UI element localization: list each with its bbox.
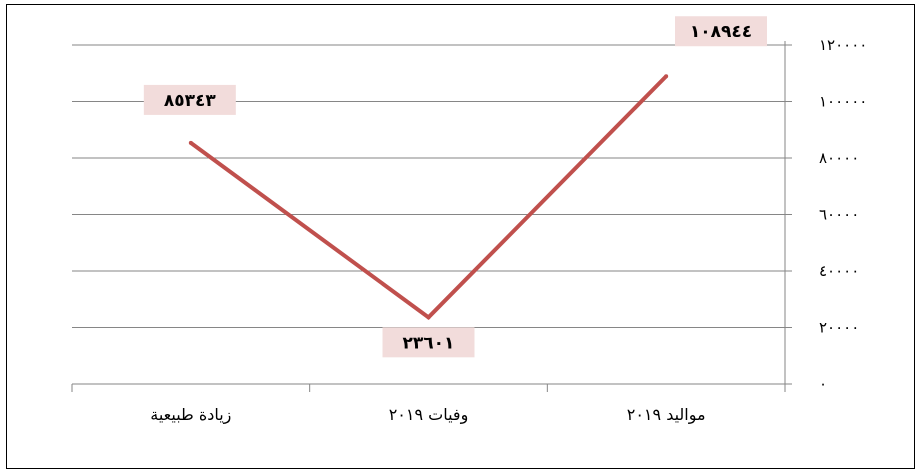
data-label-box: [675, 16, 767, 47]
data-labels: ١٠٨٩٤٤ ٢٣٦٠١ ٨٥٣٤٣: [143, 16, 767, 358]
series-group: [188, 74, 669, 320]
series-line: [189, 74, 668, 320]
data-label-box: [143, 84, 236, 115]
category-labels: مواليد ٢٠١٩ وفيات ٢٠١٩ زيادة طبيعية: [150, 405, 705, 425]
y-tick-label: ٤٠٠٠٠: [819, 262, 859, 280]
data-label-box: [382, 327, 475, 358]
y-tick-label: ٦٠٠٠٠: [819, 206, 859, 224]
data-label: ١٠٨٩٤٤: [690, 22, 752, 42]
data-point: [426, 315, 431, 320]
category-label: مواليد ٢٠١٩: [627, 405, 706, 425]
y-tick-labels: ٠ ٢٠٠٠٠ ٤٠٠٠٠ ٦٠٠٠٠ ٨٠٠٠٠ ١٠٠٠٠٠ ١٢٠٠٠٠: [819, 36, 867, 393]
y-tick-label: ٨٠٠٠٠: [819, 149, 859, 167]
y-tick-label: ١٠٠٠٠٠: [819, 93, 867, 111]
y-tick-label: ٢٠٠٠٠: [819, 319, 859, 337]
y-tick-label: ١٢٠٠٠٠: [819, 36, 867, 54]
data-point: [188, 140, 193, 145]
data-label: ٢٣٦٠١: [403, 333, 455, 353]
category-label: زيادة طبيعية: [150, 405, 231, 425]
chart-frame: [6, 4, 915, 469]
data-point: [664, 74, 669, 79]
axes: [71, 41, 792, 392]
data-label: ٨٥٣٤٣: [164, 91, 217, 111]
category-label: وفيات ٢٠١٩: [389, 405, 469, 425]
y-tick-label: ٠: [819, 375, 827, 393]
